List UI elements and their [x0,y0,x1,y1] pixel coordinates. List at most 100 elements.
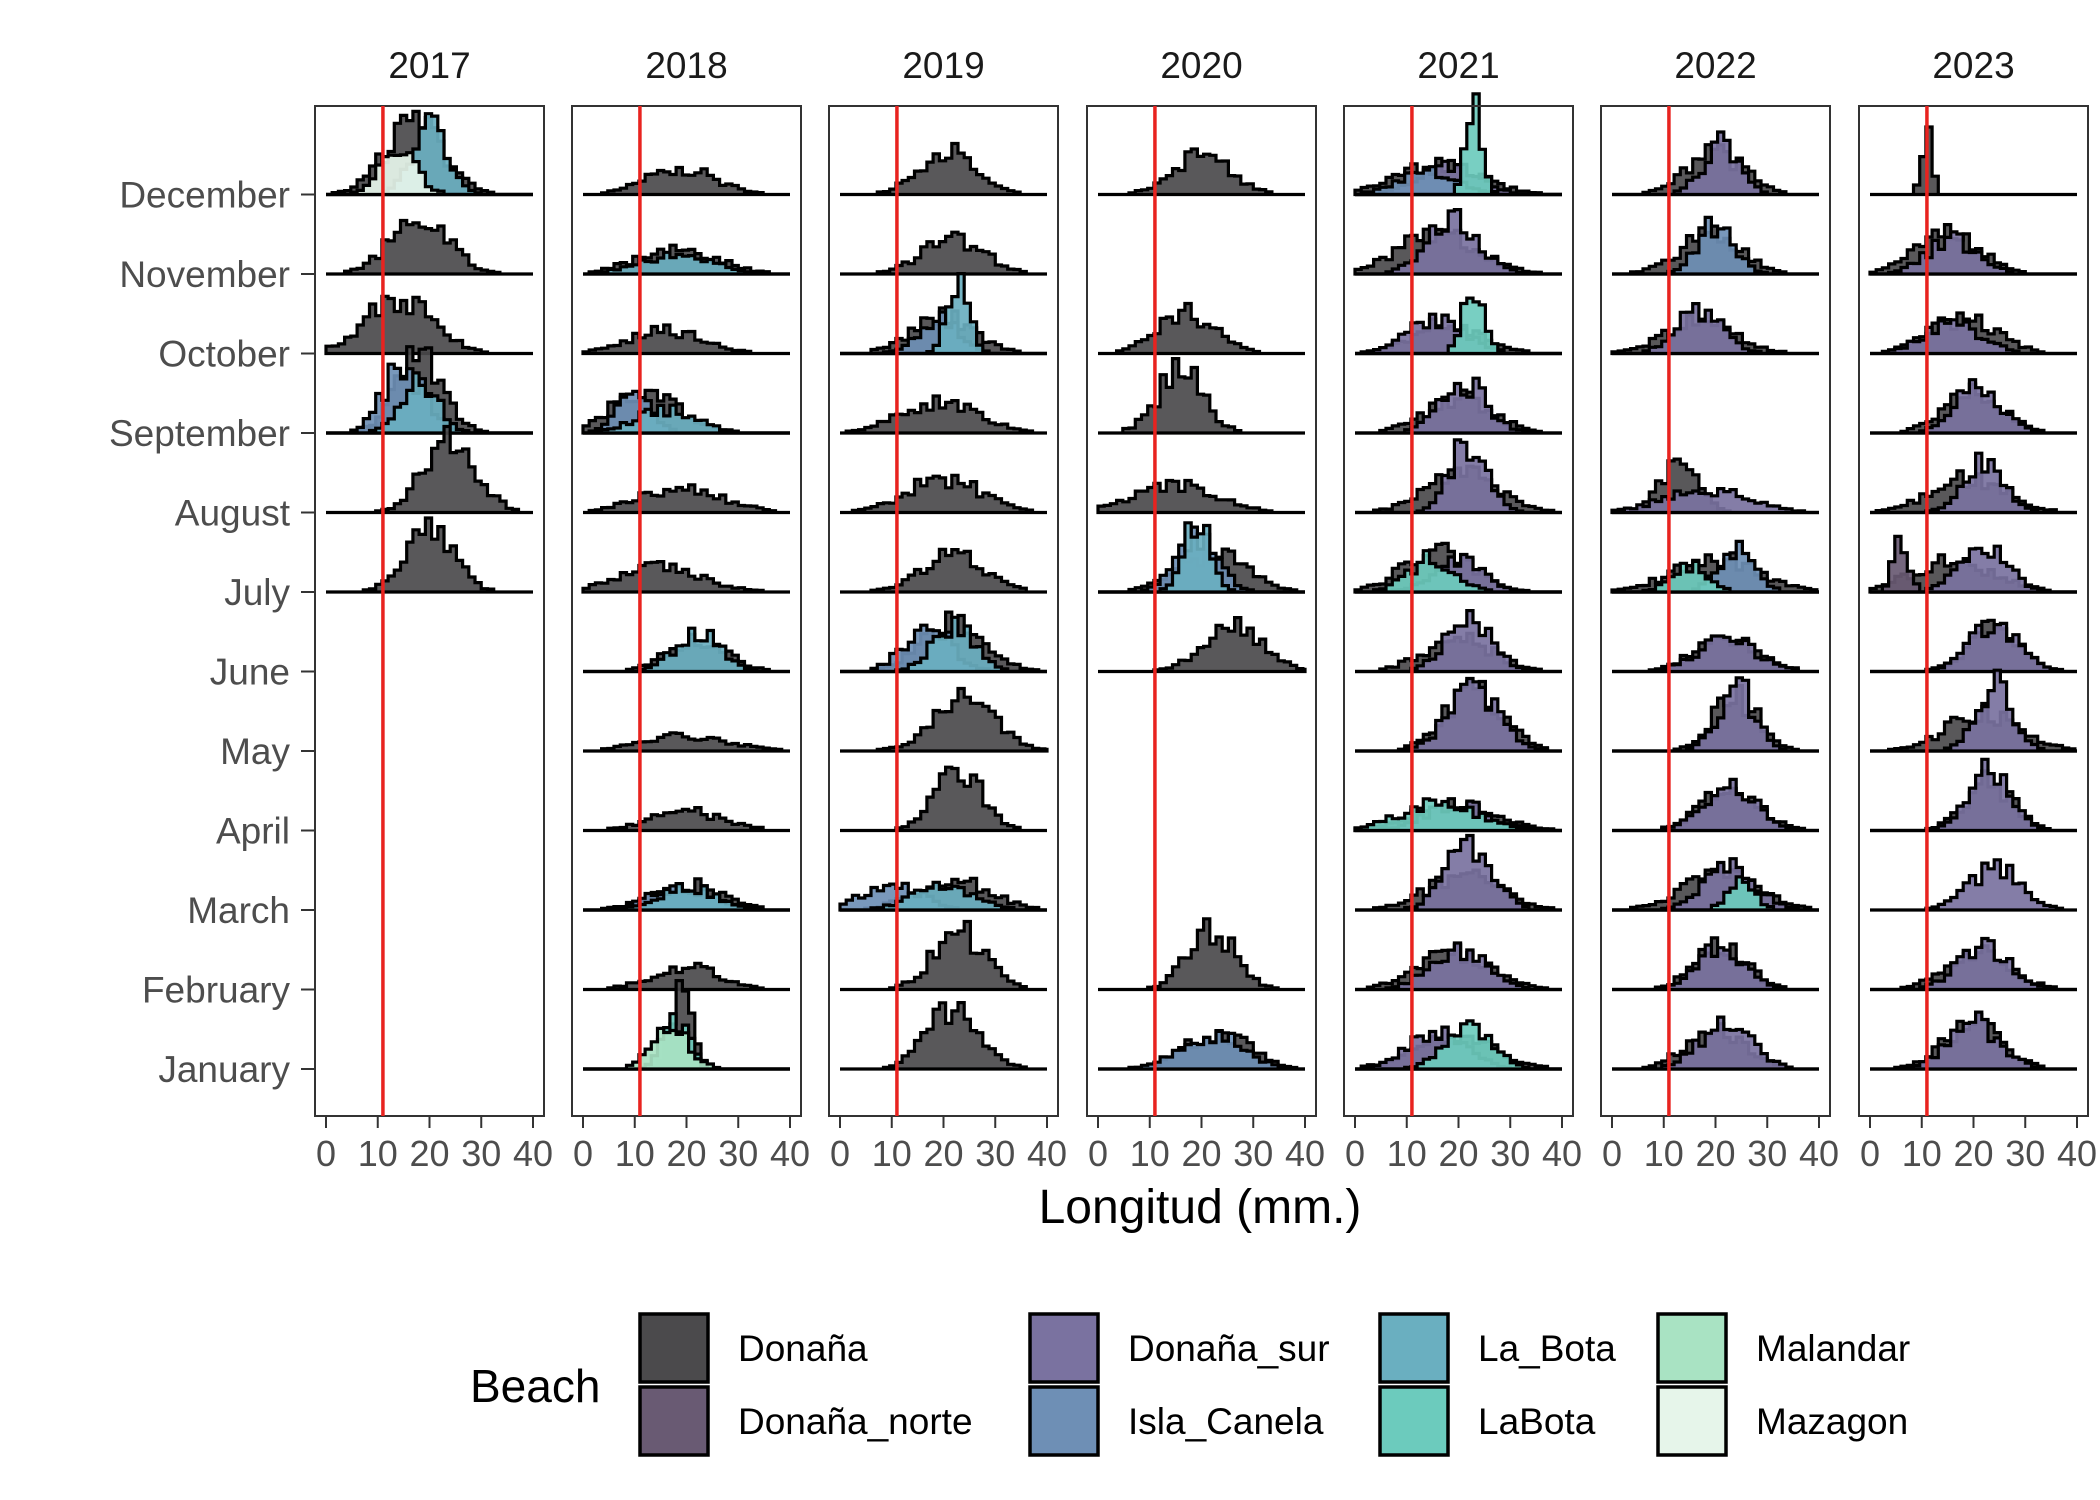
x-tick-label: 40 [1027,1133,1067,1174]
ridge-january [840,1001,1047,1071]
legend-label: Malandar [1756,1328,1910,1369]
histogram-labota [1355,296,1562,356]
ridge-may [1355,676,1562,753]
ridge-october [581,323,790,356]
ridges [1610,130,1819,1071]
histogram-labota [1612,875,1819,912]
histogram-donaña [583,731,790,753]
histogram-mazagon [326,151,533,197]
x-tick-label: 10 [1387,1133,1427,1174]
ridge-february [840,919,1047,992]
histogram-donaña-sur [1870,936,2077,992]
x-tick-label: 30 [461,1133,501,1174]
ridge-january [1098,1029,1305,1071]
ridge-july [840,547,1047,594]
ridge-march [838,876,1047,912]
x-tick-label: 30 [2005,1133,2045,1174]
histogram-donaña-sur [1355,833,1562,912]
legend-label: Donaña_sur [1128,1328,1330,1369]
x-tick-label: 10 [1130,1133,1170,1174]
ridge-may [583,731,790,753]
x-tick-label: 30 [1747,1133,1787,1174]
histogram-donaña [583,483,790,515]
histogram-donaña [581,560,790,594]
histogram-isla-canela [1098,1029,1305,1071]
facet-title: 2017 [388,45,470,86]
histogram-donaña-sur [1610,487,1819,515]
histogram-donaña-sur [1870,1010,2077,1071]
histogram-donaña-sur [1355,208,1562,276]
histogram-donaña-sur [1612,676,1819,753]
ridge-december [583,165,790,197]
ridge-november [1612,215,1819,276]
ridge-february [1098,917,1305,992]
facet-title: 2018 [645,45,727,86]
ridge-september [1355,376,1562,435]
legend-entry-mazagon: Mazagon [1656,1385,1908,1457]
ridge-march [583,877,790,912]
ridge-november [1353,208,1562,276]
ridge-october [1098,301,1305,356]
histogram-la-bota [583,403,790,435]
ridge-july [1610,539,1819,594]
ridge-november [583,243,790,276]
histogram-donaña-sur [1612,943,1819,992]
legend-label: La_Bota [1478,1328,1616,1369]
x-tick-label: 20 [1438,1133,1478,1174]
histogram-donaña [840,919,1047,992]
ridge-february [1870,936,2077,992]
ridge-september [1870,378,2077,435]
month-label-november: November [119,254,290,295]
histogram-donaña [583,961,790,992]
histogram-donaña [1098,147,1305,197]
ridges [1868,125,2077,1071]
ridge-february [1612,936,1819,992]
histogram-donaña [1098,917,1305,992]
histogram-donaña-sur [1612,302,1819,356]
ridge-december [1612,130,1819,197]
ridge-august [1355,438,1562,515]
ridge-july [326,516,533,594]
x-axis-title: Longitud (mm.) [1039,1181,1362,1234]
ridge-august [583,483,790,515]
facet-title: 2023 [1932,45,2014,86]
histogram-donaña [1870,125,2077,197]
legend-label: Donaña [738,1328,868,1369]
ridge-july [581,560,790,594]
ridge-september [1098,357,1305,435]
legend-swatch [1378,1385,1450,1457]
x-tick-label: 10 [1902,1133,1942,1174]
legend-swatch [1028,1385,1100,1457]
ridge-october [1355,296,1562,356]
month-label-march: March [187,890,290,931]
month-label-april: April [216,811,290,852]
histogram-donaña [1096,478,1305,515]
x-tick-label: 0 [830,1133,850,1174]
ridge-december [1353,92,1562,197]
ridge-november [326,218,533,276]
x-tick-label: 40 [513,1133,553,1174]
legend-label: Mazagon [1756,1401,1908,1442]
ridge-october [1870,311,2077,356]
histogram-la-bota [583,882,790,912]
ridge-january [1870,1010,2077,1071]
histogram-malandar [583,1026,790,1071]
month-label-january: January [158,1049,290,1090]
x-tick-label: 40 [1799,1133,1839,1174]
facet-panel-2023: 2023 0 10 20 30 40 [1858,45,2097,1174]
histogram-donaña [326,424,533,515]
legend-entry-la-bota: La_Bota [1378,1312,1616,1384]
histogram-donaña [840,547,1047,594]
ridge-march [1355,833,1562,912]
histogram-labota [1355,1019,1562,1071]
histogram-donaña [581,323,790,356]
ridge-april [1612,777,1819,833]
legend-label: Isla_Canela [1128,1401,1324,1442]
ridge-may [840,686,1049,753]
ridge-april [583,806,790,833]
ridge-january [1612,1015,1819,1071]
histogram-labota [1612,559,1819,594]
x-tick-label: 0 [1088,1133,1108,1174]
x-tick-label: 10 [358,1133,398,1174]
x-tick-label: 0 [573,1133,593,1174]
